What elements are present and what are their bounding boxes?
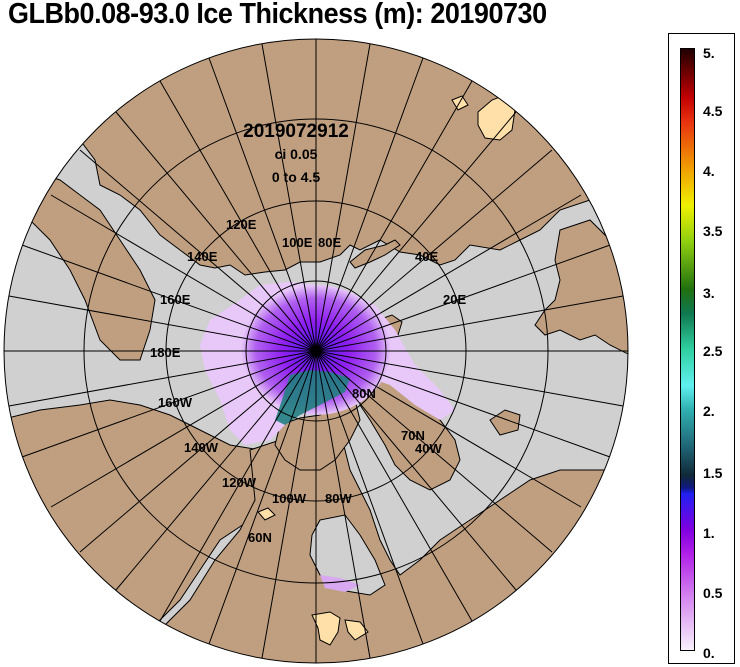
lon-label-80e: 80E [318, 235, 341, 250]
colorbar-tick-3: 3. [703, 285, 715, 301]
lon-label-160w: 160W [158, 395, 193, 410]
lon-label-40e: 40E [415, 249, 438, 264]
lat-label-60n: 60N [248, 530, 272, 545]
colorbar-tick-1-5: 1.5 [703, 465, 723, 481]
colorbar-tick-0: 0. [703, 645, 715, 661]
lake-great-bear [257, 507, 276, 521]
sea-ice-hudson [320, 575, 360, 592]
lon-label-180e: 180E [150, 345, 181, 360]
lon-label-40w: 40W [415, 441, 442, 456]
colorbar [680, 48, 695, 651]
graticule [4, 39, 628, 663]
lon-label-20e: 20E [443, 292, 466, 307]
polar-map: 2019072912 ci 0.05 0 to 4.5 120E 140E 10… [3, 38, 629, 664]
contour-interval: ci 0.05 [275, 146, 318, 162]
lon-label-100w: 100W [272, 491, 307, 506]
map-boundary [3, 38, 629, 664]
lon-label-120w: 120W [222, 475, 257, 490]
lon-label-120e: 120E [226, 217, 257, 232]
lake-baikal-region [477, 94, 516, 141]
colorbar-tick-0-5: 0.5 [703, 585, 723, 601]
colorbar-tick-2: 2. [703, 403, 715, 419]
lon-label-80w: 80W [325, 491, 352, 506]
lon-label-160e: 160E [160, 292, 191, 307]
colorbar-tick-4: 4. [703, 163, 715, 179]
lat-label-80n: 80N [352, 386, 376, 401]
colorbar-tick-4-5: 4.5 [703, 103, 723, 119]
colorbar-tick-1: 1. [703, 525, 715, 541]
colorbar-tick-5: 5. [703, 45, 715, 61]
chart-title: GLBb0.08-93.0 Ice Thickness (m): 2019073… [8, 0, 547, 30]
colorbar-tick-2-5: 2.5 [703, 343, 723, 359]
land-chukotka [4, 159, 156, 361]
lake-great-lakes [311, 611, 369, 646]
land-novaya-zemlya [349, 239, 401, 269]
colorbar-tick-3-5: 3.5 [703, 223, 723, 239]
map-timestamp: 2019072912 [243, 121, 349, 142]
lat-label-70n: 70N [401, 428, 425, 443]
lon-label-100e: 100E [282, 235, 313, 250]
colorbar-frame [668, 33, 735, 664]
lon-label-140e: 140E [187, 249, 218, 264]
lon-label-140w: 140W [184, 440, 219, 455]
hudson-bay [309, 514, 386, 596]
lake-balkhash [451, 95, 469, 111]
value-range: 0 to 4.5 [272, 169, 320, 185]
